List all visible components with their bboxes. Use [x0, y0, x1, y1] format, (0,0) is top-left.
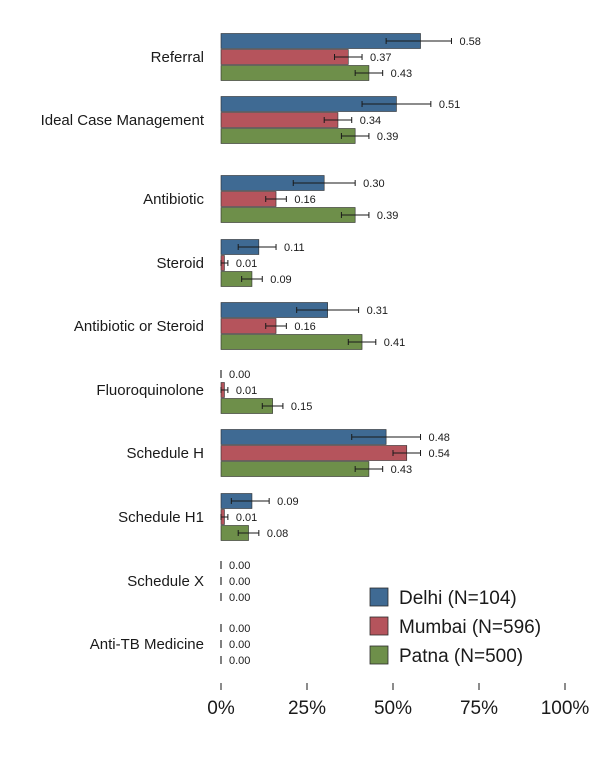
value-label: 0.16: [294, 194, 315, 206]
category-label: Schedule H1: [118, 509, 204, 526]
value-label: 0.01: [236, 512, 257, 524]
bar: [220, 207, 356, 223]
value-label: 0.09: [277, 496, 298, 508]
value-label: 0.00: [229, 369, 250, 381]
value-label: 0.39: [377, 131, 398, 143]
category-label: Anti-TB Medicine: [90, 636, 204, 653]
x-tick-label: 75%: [460, 698, 498, 719]
legend-swatch: [369, 645, 389, 665]
bar: [220, 334, 363, 350]
value-label: 0.39: [377, 210, 398, 222]
value-label: 0.34: [360, 115, 381, 127]
value-label: 0.15: [291, 401, 312, 413]
value-label: 0.00: [229, 560, 250, 572]
value-label: 0.31: [367, 305, 388, 317]
value-label: 0.30: [363, 178, 384, 190]
category-label: Ideal Case Management: [41, 112, 205, 129]
legend-label: Mumbai (N=596): [399, 617, 541, 638]
value-label: 0.58: [459, 36, 480, 48]
bar: [220, 112, 339, 128]
value-label: 0.43: [391, 68, 412, 80]
value-label: 0.00: [229, 576, 250, 588]
value-label: 0.00: [229, 655, 250, 667]
category-label: Schedule X: [127, 573, 204, 590]
value-label: 0.00: [229, 592, 250, 604]
bar: [220, 445, 408, 461]
bar: [220, 65, 370, 81]
category-label: Steroid: [156, 255, 204, 272]
category-label: Antibiotic: [143, 191, 204, 208]
bar: [220, 128, 356, 144]
bar: [220, 49, 349, 65]
value-label: 0.16: [294, 321, 315, 333]
x-tick-label: 0%: [207, 698, 235, 719]
value-label: 0.51: [439, 99, 460, 111]
value-label: 0.00: [229, 623, 250, 635]
x-tick-label: 25%: [288, 698, 326, 719]
value-label: 0.01: [236, 258, 257, 270]
category-label: Fluoroquinolone: [96, 382, 204, 399]
value-label: 0.01: [236, 385, 257, 397]
x-tick-label: 50%: [374, 698, 412, 719]
value-label: 0.41: [384, 337, 405, 349]
bar: [220, 461, 370, 477]
category-label: Schedule H: [126, 445, 204, 462]
legend-swatch: [369, 587, 389, 607]
value-label: 0.08: [267, 528, 288, 540]
legend-swatch: [369, 616, 389, 636]
legend-label: Delhi (N=104): [399, 588, 517, 609]
value-label: 0.43: [391, 464, 412, 476]
value-label: 0.54: [429, 448, 450, 460]
value-label: 0.48: [429, 432, 450, 444]
value-label: 0.37: [370, 52, 391, 64]
value-label: 0.00: [229, 639, 250, 651]
category-label: Antibiotic or Steroid: [74, 318, 204, 335]
category-label: Referral: [151, 49, 204, 66]
value-label: 0.09: [270, 274, 291, 286]
x-tick-label: 100%: [541, 698, 590, 719]
value-label: 0.11: [284, 242, 305, 254]
legend-label: Patna (N=500): [399, 646, 523, 667]
